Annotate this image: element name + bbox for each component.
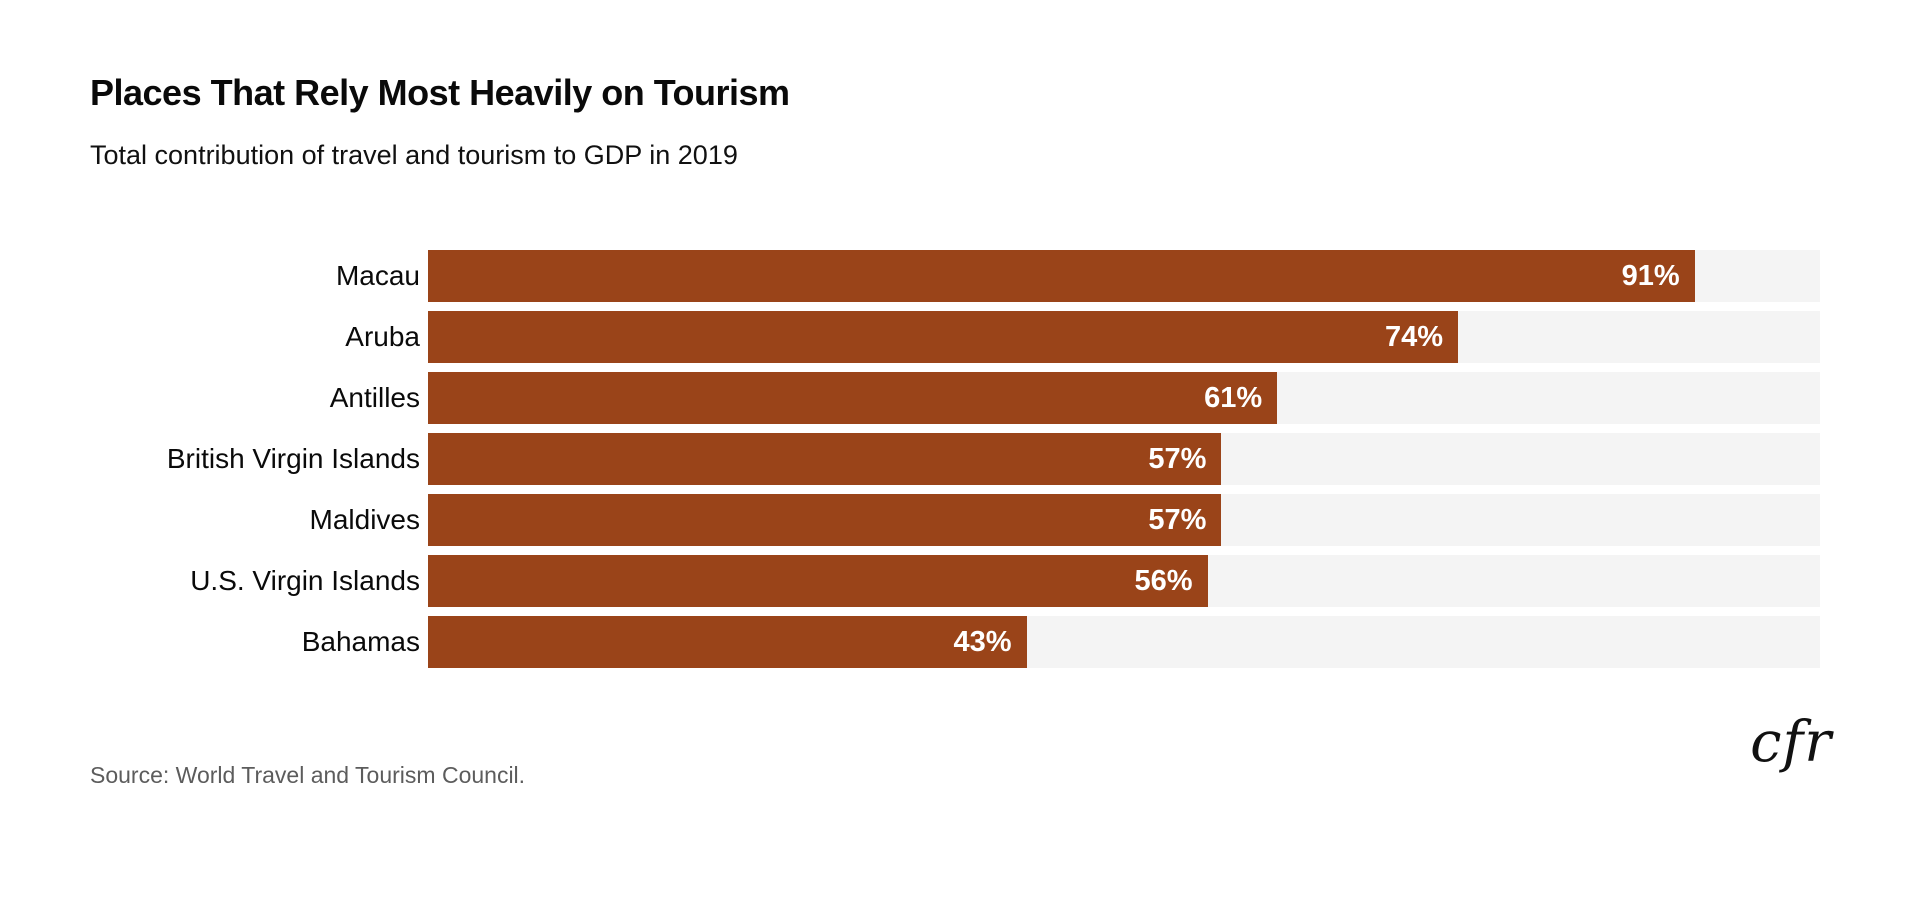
bar: 43%: [428, 616, 1027, 668]
bar-row-antilles: Antilles 61%: [90, 372, 1820, 424]
category-label: Maldives: [309, 504, 420, 535]
bar-value-label: 74%: [1385, 320, 1444, 353]
bar-value-label: 57%: [1148, 442, 1207, 475]
bar: 91%: [428, 250, 1695, 302]
bar-value-label: 61%: [1204, 381, 1263, 414]
bar-track: 43%: [428, 616, 1820, 668]
bar-value-label: 43%: [953, 625, 1012, 658]
bar-row-british-virgin-islands: British Virgin Islands 57%: [90, 433, 1820, 485]
bar-value-label: 57%: [1148, 503, 1207, 536]
bar: 57%: [428, 433, 1222, 485]
bar-track: 74%: [428, 311, 1820, 363]
bar-track: 57%: [428, 433, 1820, 485]
bar-row-bahamas: Bahamas 43%: [90, 616, 1820, 668]
source-note: Source: World Travel and Tourism Council…: [90, 762, 526, 788]
chart-subtitle: Total contribution of travel and tourism…: [90, 140, 738, 170]
category-label: U.S. Virgin Islands: [190, 565, 420, 596]
bar-track: 61%: [428, 372, 1820, 424]
bar-row-macau: Macau 91%: [90, 250, 1820, 302]
bar-value-label: 56%: [1134, 564, 1193, 597]
bar-row-aruba: Aruba 74%: [90, 311, 1820, 363]
chart-title: Places That Rely Most Heavily on Tourism: [90, 72, 790, 113]
bar-chart: Macau 91% Aruba 74% Antilles 61%: [90, 250, 1820, 668]
bar-row-us-virgin-islands: U.S. Virgin Islands 56%: [90, 555, 1820, 607]
bar: 57%: [428, 494, 1222, 546]
bar-value-label: 91%: [1621, 259, 1680, 292]
category-label: Antilles: [329, 382, 420, 413]
cfr-logo: cfr: [1750, 710, 1832, 775]
bar-track: 91%: [428, 250, 1820, 302]
category-label: Bahamas: [301, 626, 420, 657]
bar: 56%: [428, 555, 1208, 607]
bar-row-maldives: Maldives 57%: [90, 494, 1820, 546]
bar-track: 56%: [428, 555, 1820, 607]
category-label: Macau: [335, 260, 420, 291]
bar-track: 57%: [428, 494, 1820, 546]
category-label: British Virgin Islands: [166, 443, 420, 474]
bar: 61%: [428, 372, 1278, 424]
bar: 74%: [428, 311, 1459, 363]
category-label: Aruba: [345, 321, 420, 352]
